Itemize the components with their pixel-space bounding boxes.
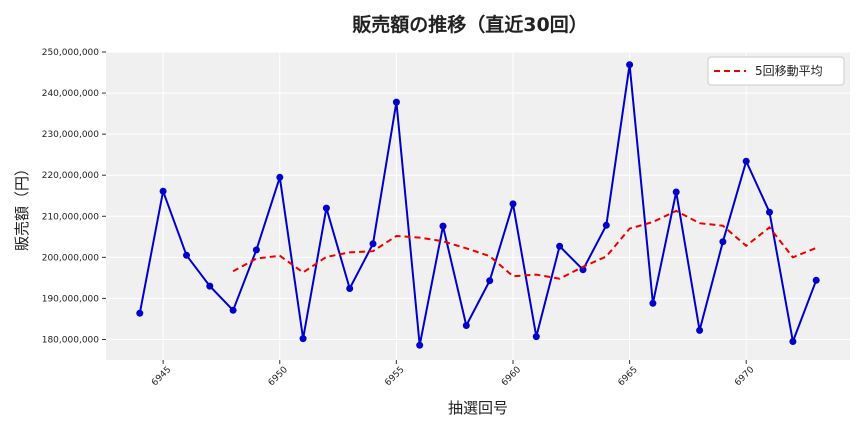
sales-data-point: [602, 221, 610, 229]
sales-data-point: [672, 188, 680, 196]
sales-data-point: [136, 309, 144, 317]
sales-data-point: [532, 333, 540, 341]
sales-data-point: [649, 299, 657, 307]
legend: 5回移動平均: [707, 56, 845, 86]
sales-data-point: [252, 246, 260, 254]
sales-data-point: [462, 322, 470, 329]
x-tick-label: 6945: [150, 365, 173, 388]
sales-data-point: [392, 98, 400, 106]
y-axis-label: 販売額（円）: [13, 161, 31, 251]
sales-data-point: [229, 306, 237, 314]
x-axis-label: 抽選回号: [448, 399, 508, 417]
y-tick-label: 220,000,000: [42, 171, 100, 181]
sales-data-point: [509, 200, 517, 208]
x-tick-label: 6965: [617, 365, 640, 388]
sales-data-point: [369, 240, 377, 248]
sales-data-point: [159, 187, 167, 195]
moving-average-line: [232, 209, 817, 280]
sales-data-point: [579, 266, 587, 274]
sales-data-point: [812, 276, 820, 284]
y-tick-label: 200,000,000: [42, 253, 100, 263]
y-tick-label: 250,000,000: [42, 48, 100, 58]
sales-data-point: [742, 157, 750, 165]
y-tick-label: 240,000,000: [42, 89, 100, 99]
sales-data-point: [766, 208, 773, 216]
x-tick-label: 6960: [500, 365, 523, 388]
x-tick-label: 6955: [383, 365, 406, 388]
sales-data-point: [439, 222, 447, 230]
y-tick-label: 230,000,000: [42, 130, 100, 140]
y-tick-label: 210,000,000: [42, 212, 100, 222]
plot-area: [106, 52, 850, 360]
sales-data-point: [789, 338, 797, 345]
sales-data-point: [299, 335, 307, 343]
sales-data-point: [346, 285, 354, 292]
legend-label-moving-average: 5回移動平均: [755, 64, 823, 78]
sales-data-point: [719, 238, 727, 246]
chart-title: 販売額の推移（直近30回）: [352, 13, 587, 36]
y-tick-label: 180,000,000: [42, 335, 100, 345]
sales-data-point: [416, 341, 424, 349]
sales-data-point: [486, 277, 494, 285]
sales-data-point: [276, 173, 284, 181]
sales-data-point: [322, 204, 330, 212]
x-axis-ticks: 6945 6950 6955 6960 6965 6970: [150, 360, 757, 388]
sales-data-point: [626, 61, 634, 69]
y-tick-label: 190,000,000: [42, 294, 100, 304]
sales-data-point: [556, 242, 564, 250]
x-tick-label: 6970: [733, 365, 756, 388]
legend-box: [707, 56, 845, 86]
sales-data-point: [696, 326, 704, 334]
sales-data-point: [183, 251, 190, 259]
series-layer: [136, 61, 820, 349]
x-tick-label: 6950: [267, 365, 290, 388]
sales-data-point: [206, 282, 214, 290]
y-axis-ticks: 180,000,000 190,000,000 200,000,000 210,000…: [42, 48, 106, 345]
